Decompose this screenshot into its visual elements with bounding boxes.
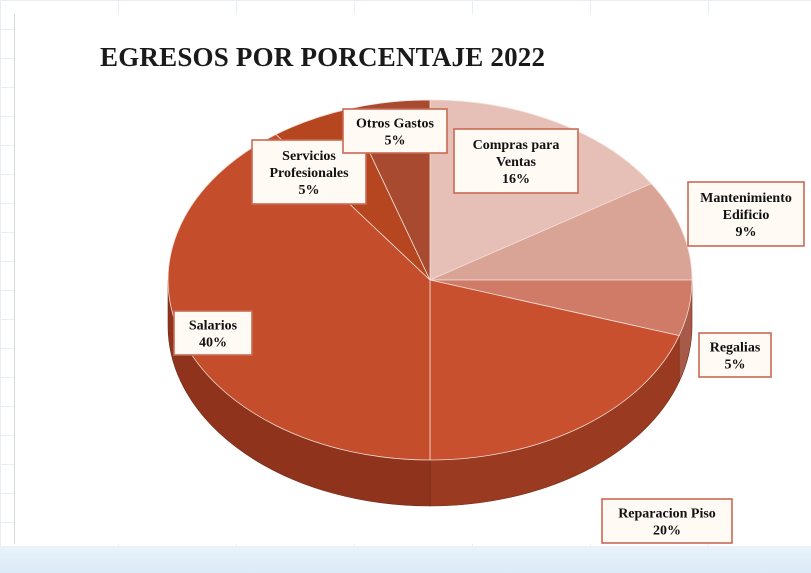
pie-slice-1 bbox=[429, 183, 693, 281]
slice-percent: 9% bbox=[736, 225, 757, 240]
slice-label-0: Compras para Ventas 16% bbox=[453, 128, 579, 194]
pie-labels: Compras para Ventas 16% Mantenimiento Edific… bbox=[173, 108, 805, 544]
slice-label-box bbox=[173, 310, 253, 356]
slice-label-3: Reparacion Piso 20% bbox=[601, 498, 733, 544]
slice-name: Mantenimiento bbox=[700, 191, 792, 206]
slice-percent: 16% bbox=[502, 172, 530, 187]
slice-label-1: Mantenimiento Edificio 9% bbox=[687, 181, 805, 247]
slice-name: Profesionales bbox=[269, 166, 349, 181]
slice-percent: 20% bbox=[653, 524, 681, 539]
pie-slice-3 bbox=[429, 279, 680, 461]
bottom-band bbox=[0, 546, 811, 573]
slice-percent: 5% bbox=[299, 183, 320, 198]
slice-label-2: Regalias 5% bbox=[698, 332, 772, 378]
pie-slices bbox=[167, 99, 693, 461]
slice-percent: 5% bbox=[725, 358, 746, 373]
slice-label-box bbox=[601, 498, 733, 544]
slice-percent: 5% bbox=[385, 134, 406, 149]
slice-label-6: Otros Gastos 5% bbox=[342, 108, 448, 154]
slice-name: Compras para bbox=[473, 138, 560, 153]
slice-label-4: Salarios 40% bbox=[173, 310, 253, 356]
slice-label-box bbox=[453, 128, 579, 194]
slice-name: Regalias bbox=[710, 341, 761, 356]
slice-label-box bbox=[687, 181, 805, 247]
slice-percent: 40% bbox=[199, 336, 227, 351]
slice-name: Edificio bbox=[723, 208, 770, 223]
slice-name: Otros Gastos bbox=[356, 117, 434, 132]
slice-name: Salarios bbox=[189, 319, 238, 334]
slice-name: Servicios bbox=[282, 149, 336, 164]
slice-name: Reparacion Piso bbox=[618, 507, 716, 522]
chart-title: EGRESOS POR PORCENTAJE 2022 bbox=[100, 42, 546, 72]
slice-name: Ventas bbox=[496, 155, 536, 170]
slice-label-box bbox=[342, 108, 448, 154]
slice-label-box bbox=[698, 332, 772, 378]
